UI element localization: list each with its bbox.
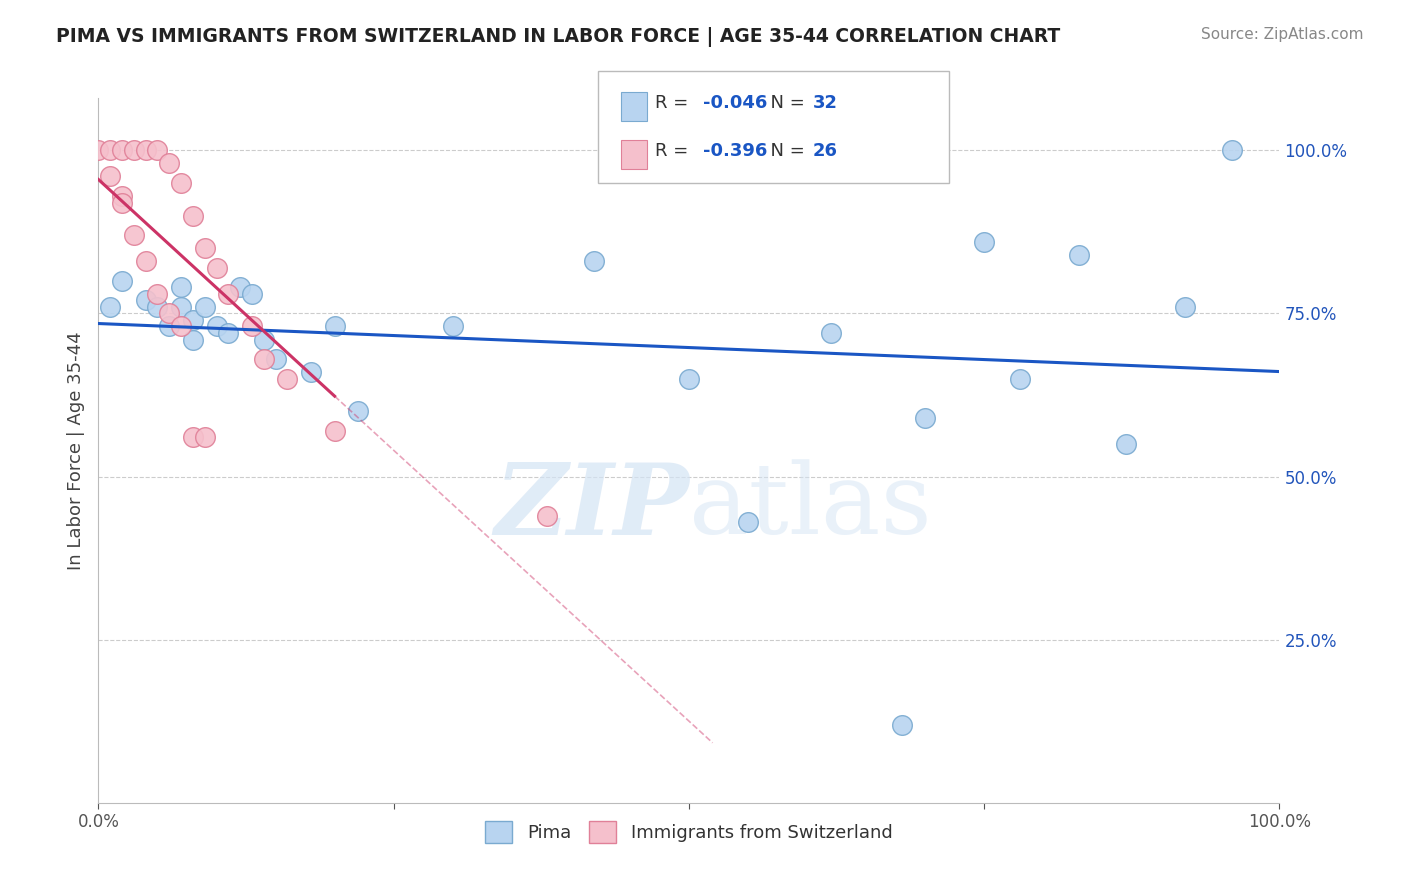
Point — [1115, 437, 1137, 451]
Point — [194, 430, 217, 444]
Point — [181, 333, 204, 347]
Point — [737, 515, 759, 529]
Text: atlas: atlas — [689, 459, 932, 555]
Point — [205, 319, 228, 334]
Point — [170, 300, 193, 314]
Point — [111, 195, 134, 210]
Point — [157, 306, 180, 320]
Point — [181, 209, 204, 223]
Point — [181, 313, 204, 327]
Point — [678, 372, 700, 386]
Point — [87, 144, 110, 158]
Text: 26: 26 — [813, 142, 838, 160]
Point — [157, 156, 180, 170]
Point — [1067, 248, 1090, 262]
Point — [181, 430, 204, 444]
Point — [276, 372, 298, 386]
Point — [253, 333, 276, 347]
Point — [122, 228, 145, 243]
Legend: Pima, Immigrants from Switzerland: Pima, Immigrants from Switzerland — [478, 814, 900, 850]
Point — [240, 319, 263, 334]
Text: R =: R = — [655, 94, 695, 112]
Point — [1220, 144, 1243, 158]
Point — [299, 365, 322, 379]
Point — [146, 286, 169, 301]
Point — [253, 352, 276, 367]
Point — [135, 144, 157, 158]
Text: N =: N = — [759, 142, 811, 160]
Point — [194, 300, 217, 314]
Point — [194, 241, 217, 255]
Point — [323, 319, 346, 334]
Point — [98, 144, 121, 158]
Point — [146, 300, 169, 314]
Point — [890, 717, 912, 731]
Point — [205, 260, 228, 275]
Point — [264, 352, 287, 367]
Text: N =: N = — [759, 94, 811, 112]
Text: -0.046: -0.046 — [703, 94, 768, 112]
Text: Source: ZipAtlas.com: Source: ZipAtlas.com — [1201, 27, 1364, 42]
Text: PIMA VS IMMIGRANTS FROM SWITZERLAND IN LABOR FORCE | AGE 35-44 CORRELATION CHART: PIMA VS IMMIGRANTS FROM SWITZERLAND IN L… — [56, 27, 1060, 46]
Point — [146, 144, 169, 158]
Point — [441, 319, 464, 334]
Point — [217, 286, 239, 301]
Point — [170, 280, 193, 294]
Point — [347, 404, 370, 418]
Point — [973, 235, 995, 249]
Point — [111, 189, 134, 203]
Point — [111, 274, 134, 288]
Y-axis label: In Labor Force | Age 35-44: In Labor Force | Age 35-44 — [66, 331, 84, 570]
Point — [240, 286, 263, 301]
Text: -0.396: -0.396 — [703, 142, 768, 160]
Point — [135, 293, 157, 308]
Point — [820, 326, 842, 340]
Point — [122, 144, 145, 158]
Point — [323, 424, 346, 438]
Point — [217, 326, 239, 340]
Point — [98, 169, 121, 184]
Point — [229, 280, 252, 294]
Point — [111, 144, 134, 158]
Point — [170, 319, 193, 334]
Text: R =: R = — [655, 142, 695, 160]
Point — [583, 254, 606, 268]
Point — [170, 176, 193, 190]
Point — [157, 319, 180, 334]
Point — [914, 410, 936, 425]
Point — [135, 254, 157, 268]
Point — [1174, 300, 1197, 314]
Text: ZIP: ZIP — [494, 458, 689, 555]
Point — [1008, 372, 1031, 386]
Text: 32: 32 — [813, 94, 838, 112]
Point — [536, 508, 558, 523]
Point — [98, 300, 121, 314]
